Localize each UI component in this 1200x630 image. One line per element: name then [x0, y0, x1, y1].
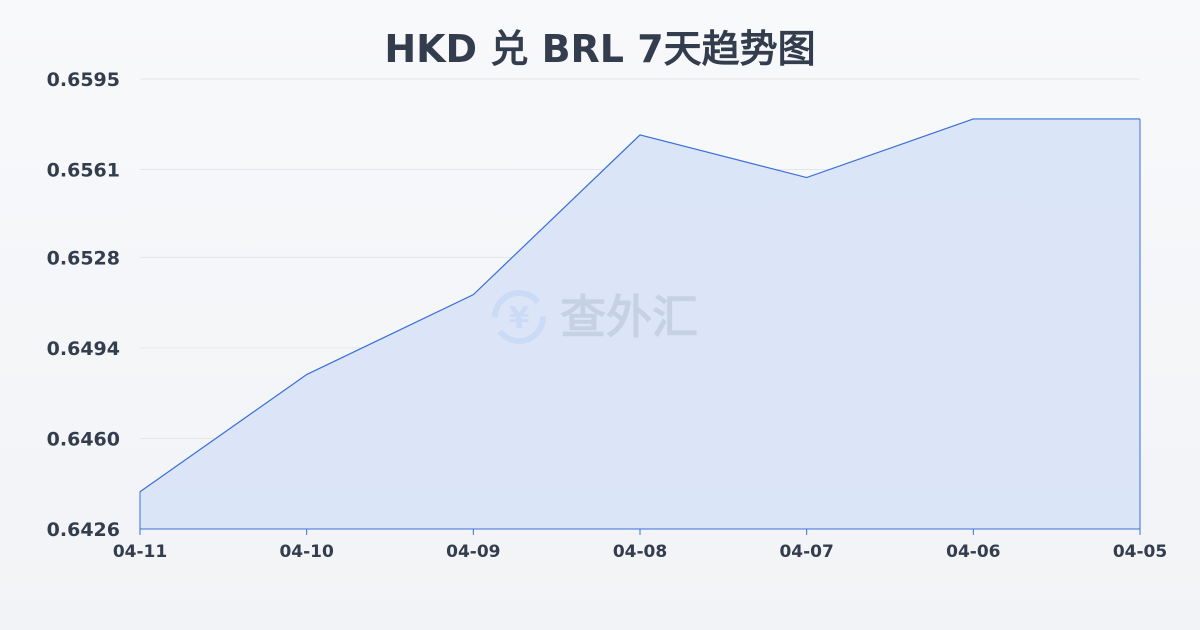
y-tick-label: 0.6426 [47, 519, 120, 541]
area-fill [140, 118, 1140, 529]
x-tick-label: 04-06 [946, 542, 1000, 562]
y-tick-label: 0.6460 [47, 428, 120, 450]
chart-title: HKD 兑 BRL 7天趋势图 [384, 27, 816, 71]
y-tick-label: 0.6494 [47, 338, 120, 360]
x-tick-label: 04-09 [446, 542, 500, 562]
x-tick-label: 04-10 [279, 542, 334, 562]
x-tick-label: 04-07 [779, 542, 833, 562]
x-tick-label: 04-11 [113, 542, 167, 562]
y-tick-label: 0.6595 [47, 69, 120, 91]
y-tick-label: 0.6528 [47, 247, 120, 269]
x-tick-label: 04-05 [1113, 542, 1167, 562]
y-tick-label: 0.6561 [47, 160, 120, 182]
x-tick-label: 04-08 [613, 542, 667, 562]
